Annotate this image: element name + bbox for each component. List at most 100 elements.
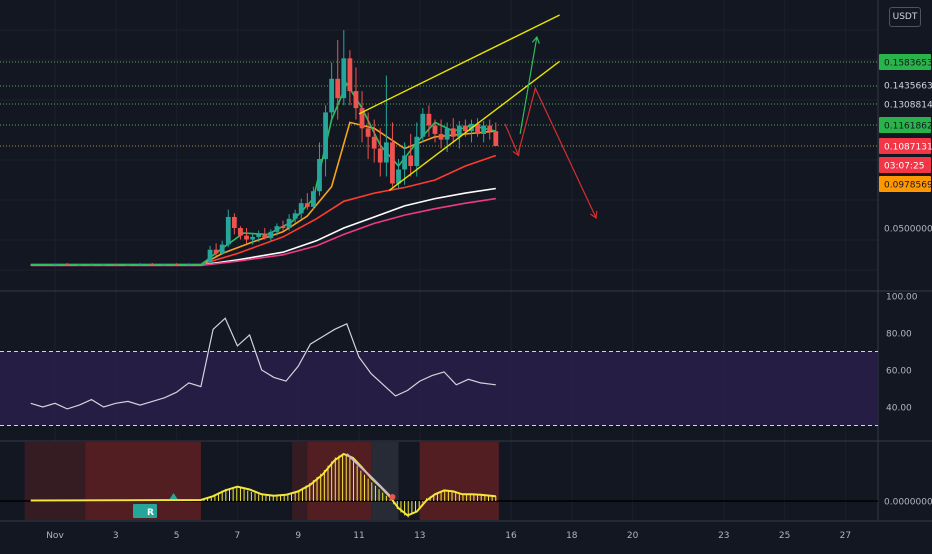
price-tag-0: 0.1583653: [884, 59, 932, 69]
arrow-1: [518, 86, 597, 219]
candle-body-45: [402, 155, 407, 170]
candle-body-28: [298, 203, 304, 214]
osc-zone-0: [24, 442, 86, 520]
candle-body-18: [238, 228, 243, 236]
moving-average-2: [30, 154, 497, 266]
candle-body-33: [329, 78, 335, 113]
osc-badge-bg: [133, 504, 157, 518]
osc-badge-label: R: [147, 508, 154, 518]
rsi-tick-0: 100.00: [886, 293, 918, 303]
price-tag-bg-6: [879, 176, 931, 192]
moving-average-1: [30, 197, 496, 267]
price-tag-3: 0.1161862: [884, 122, 932, 132]
price-tag-1: 0.1435663: [884, 82, 932, 92]
candle-body-16: [225, 216, 231, 245]
x-tick-12: 27: [840, 531, 851, 541]
candle-body-8: [149, 264, 155, 266]
candle-body-59: [487, 125, 493, 132]
candle-body-11: [186, 264, 192, 266]
candle-body-41: [377, 148, 383, 163]
candle-body-36: [347, 58, 353, 92]
price-tag-bg-5: [879, 157, 931, 173]
price-tag-6: 0.0978569: [884, 181, 932, 191]
x-tick-6: 13: [414, 531, 425, 541]
candle-body-15: [219, 244, 225, 254]
arrow-head-1: [589, 210, 598, 219]
candle-body-30: [311, 191, 316, 207]
candle-body-48: [420, 113, 426, 137]
candle-body-1: [64, 264, 70, 266]
candle-body-14: [213, 249, 219, 254]
candle-body-51: [438, 133, 444, 140]
price-tag-4: 0.1087131: [884, 143, 932, 153]
candle-body-57: [475, 123, 480, 134]
osc-zone-2: [292, 442, 308, 520]
candle-body-55: [463, 125, 468, 132]
candle-body-3: [89, 265, 94, 266]
price-tag-7: 0.0500000: [884, 225, 932, 235]
candle-body-10: [174, 264, 179, 266]
candle-body-47: [414, 136, 420, 166]
candle-body-29: [304, 203, 310, 207]
candle-body-4: [101, 264, 107, 266]
candle-body-52: [444, 128, 450, 140]
osc-zone-5: [419, 442, 499, 520]
x-tick-3: 7: [235, 531, 241, 541]
price-tag-bg-3: [879, 117, 931, 133]
price-tag-5: 03:07:25: [884, 162, 924, 172]
candle-body-17: [231, 216, 237, 228]
candle-body-32: [323, 112, 328, 159]
x-tick-8: 18: [566, 531, 578, 541]
candle-body-0: [52, 264, 58, 266]
x-tick-9: 20: [627, 531, 639, 541]
rsi-tick-1: 80.00: [886, 330, 912, 340]
candle-body-21: [256, 234, 262, 237]
osc-tick: 0.0000000: [884, 498, 932, 508]
candle-body-31: [317, 158, 322, 192]
candle-body-58: [481, 125, 487, 134]
candle-body-9: [162, 264, 167, 266]
x-tick-4: 9: [295, 531, 301, 541]
x-tick-2: 5: [174, 531, 180, 541]
price-tag-bg-1: [879, 77, 931, 93]
candle-body-24: [274, 226, 280, 232]
channel-line-0: [358, 14, 560, 115]
candle-body-42: [383, 142, 389, 163]
rsi-band: [0, 351, 878, 426]
candle-body-39: [365, 128, 371, 137]
price-tag-bg-4: [879, 138, 931, 154]
candle-body-12: [201, 262, 207, 265]
candle-body-25: [280, 226, 286, 228]
channel-line-1: [388, 60, 561, 191]
arrow-head-0: [531, 35, 540, 44]
candle-body-60: [493, 131, 499, 147]
candle-body-43: [390, 142, 395, 184]
candle-body-13: [207, 249, 213, 263]
arrow-head-2: [512, 148, 521, 157]
rsi-line: [30, 317, 496, 410]
price-tag-bg-0: [879, 54, 931, 70]
candle-body-34: [335, 78, 341, 99]
candle-body-38: [359, 108, 365, 129]
currency-button[interactable]: USDT: [889, 7, 921, 27]
candle-body-5: [113, 264, 119, 266]
candle-body-35: [341, 58, 347, 99]
osc-red-dot: [389, 494, 396, 500]
candles: [52, 30, 499, 267]
candle-body-44: [396, 169, 401, 184]
x-tick-0: Nov: [46, 531, 64, 541]
rsi-tick-2: 60.00: [886, 367, 912, 377]
candle-body-26: [286, 218, 292, 228]
price-tag-2: 0.1308814: [884, 101, 932, 111]
price-tag-bg-2: [879, 96, 931, 112]
osc-up-marker: [169, 493, 178, 499]
candle-body-20: [250, 236, 255, 240]
x-tick-11: 25: [779, 531, 790, 541]
candle-body-49: [426, 113, 432, 126]
candle-body-7: [137, 264, 143, 266]
candle-body-53: [450, 128, 456, 137]
x-tick-7: 16: [505, 531, 517, 541]
rsi-pane: 100.00 80.00 60.00 40.00: [0, 293, 918, 426]
